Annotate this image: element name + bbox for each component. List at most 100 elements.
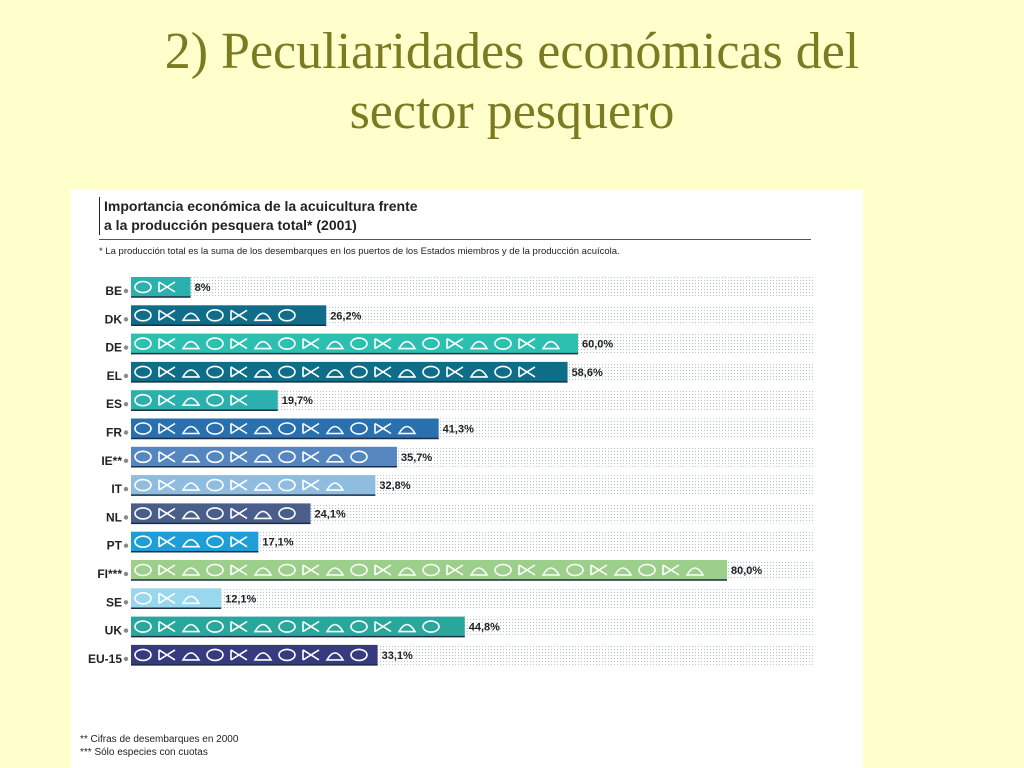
fish-icon	[325, 425, 345, 435]
fish-icon	[158, 394, 176, 406]
bar-el	[131, 361, 568, 382]
fish-icon	[134, 450, 152, 464]
bar-chart: 8% BE 26,2% DK 60,0% DE 58,6% EL 19,7% ES 41,3% FR 3…	[88, 277, 814, 666]
fish-icon	[302, 366, 320, 378]
fish-icon	[206, 422, 224, 435]
fish-icon	[662, 564, 680, 576]
fish-icon	[566, 563, 584, 577]
country-label: IT	[111, 482, 122, 496]
country-label: DE	[105, 341, 122, 355]
fish-icon	[302, 620, 320, 633]
fish-icon	[230, 422, 248, 435]
fish-icon	[278, 337, 296, 350]
title-divider	[99, 239, 811, 240]
fish-icon	[230, 337, 248, 350]
fish-icon	[302, 337, 320, 350]
fish-icon	[181, 369, 201, 378]
fish-icon	[158, 281, 176, 293]
fish-icon	[158, 366, 176, 378]
fish-icon	[278, 365, 296, 379]
fish-icon	[325, 454, 345, 463]
fish-icon	[446, 564, 464, 576]
fish-icons	[134, 507, 296, 520]
slide-title-line-2: sector pesquero	[349, 83, 675, 140]
fish-icon	[325, 482, 345, 491]
fish-icon	[181, 425, 201, 435]
chart-panel: 8% BE 26,2% DK 60,0% DE 58,6% EL 19,7% ES 41,3% FR 3…	[70, 189, 863, 768]
country-label: SE	[106, 595, 122, 609]
bar-de	[131, 333, 578, 354]
fish-icon	[206, 535, 224, 549]
grid-track	[131, 588, 814, 609]
connector-dot	[123, 543, 129, 548]
fish-icon	[325, 567, 345, 576]
fish-icon	[230, 309, 248, 321]
fish-icon	[374, 564, 392, 576]
fish-icon	[302, 649, 320, 661]
value-label: 8%	[195, 282, 211, 294]
fish-icon	[590, 564, 608, 576]
fish-icon	[278, 620, 296, 633]
bar-nl	[131, 503, 311, 524]
fish-icon	[253, 652, 273, 661]
fish-icon	[494, 337, 512, 350]
chart-title-line-1: Importancia económica de la acuicultura …	[104, 198, 418, 214]
fish-icon	[253, 567, 273, 576]
connector-dot	[123, 656, 129, 662]
fish-icons	[134, 365, 536, 379]
fish-icon	[374, 620, 392, 633]
country-label: EL	[107, 369, 122, 383]
fish-icon	[374, 422, 392, 435]
connector-dot	[123, 486, 129, 492]
fish-icon	[350, 648, 368, 662]
fish-icon	[397, 567, 417, 576]
fish-icon	[158, 309, 176, 321]
fish-icon	[134, 535, 152, 549]
connector-dot	[123, 571, 129, 577]
bar-fr	[131, 418, 439, 439]
bar-fi	[131, 560, 727, 580]
fish-icon	[158, 479, 176, 491]
fish-icon	[134, 507, 152, 520]
fish-icons	[134, 591, 201, 605]
fish-icon	[181, 482, 201, 491]
fish-icon	[181, 595, 201, 605]
country-label: BE	[105, 284, 122, 298]
fish-icon	[302, 479, 320, 491]
fish-icon	[325, 623, 345, 633]
connector-dot	[123, 317, 129, 322]
fish-icon	[278, 648, 296, 662]
fish-icon	[469, 567, 489, 576]
fish-icon	[446, 366, 464, 378]
fish-icon	[350, 365, 368, 379]
fish-icon	[469, 369, 489, 378]
fish-icon	[134, 591, 152, 605]
fish-icon	[350, 620, 368, 633]
value-label: 12,1%	[225, 593, 256, 605]
fish-icons	[134, 337, 561, 350]
fish-icon	[302, 422, 320, 435]
slide-title-line-1: 2) Peculiaridades económicas del	[164, 23, 860, 80]
fish-icon	[230, 394, 248, 406]
value-label: 19,7%	[282, 395, 313, 407]
fish-icons	[134, 393, 248, 407]
fish-icon	[397, 369, 417, 378]
fish-icon	[134, 620, 152, 633]
fish-icon	[134, 478, 152, 492]
fish-icon	[397, 623, 417, 633]
value-label: 35,7%	[401, 452, 432, 464]
country-label: ES	[106, 397, 122, 411]
fish-icon	[181, 652, 201, 661]
fish-icon	[325, 340, 345, 350]
fish-icon	[181, 538, 201, 548]
grid-track	[131, 277, 814, 297]
value-label: 44,8%	[469, 622, 500, 634]
fish-icon	[278, 450, 296, 464]
bar-se	[131, 588, 222, 609]
footnote-quota: *** Sólo especies con cuotas	[80, 747, 208, 758]
fish-icon	[134, 365, 152, 379]
fish-icon	[518, 366, 536, 378]
fish-icon	[302, 564, 320, 576]
connector-dot	[123, 628, 129, 633]
fish-icon	[422, 620, 440, 633]
